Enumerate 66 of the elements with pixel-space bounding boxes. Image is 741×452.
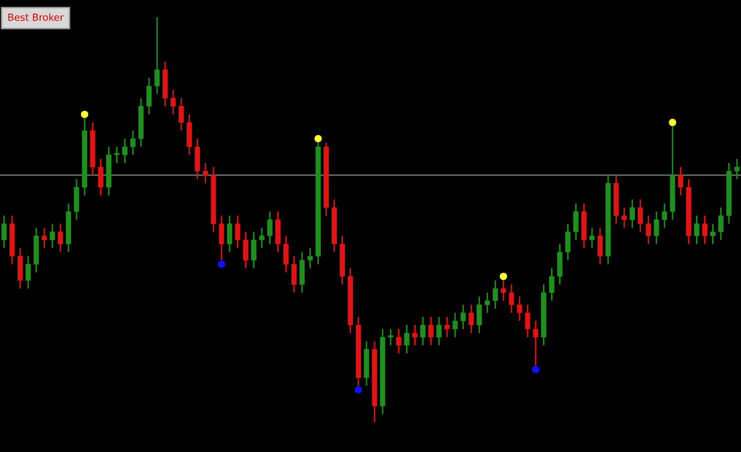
point <box>668 118 676 126</box>
candlestick <box>50 223 55 249</box>
candlestick <box>396 328 402 354</box>
candlestick <box>589 227 595 249</box>
point <box>354 386 362 394</box>
candlestick <box>404 324 410 354</box>
point <box>532 366 540 374</box>
candlestick <box>484 292 490 314</box>
candlestick <box>98 158 104 196</box>
candlestick <box>412 324 418 346</box>
candlestick <box>734 158 740 180</box>
candlestick <box>202 162 208 184</box>
candlestick <box>26 255 31 290</box>
candlestick <box>291 255 297 294</box>
candlestick <box>492 280 498 310</box>
candlestick <box>243 231 248 269</box>
candlestick <box>678 166 684 196</box>
candlestick <box>476 296 482 334</box>
candlestick <box>42 227 47 249</box>
candlestick <box>130 130 136 156</box>
candlestick <box>718 206 724 241</box>
candlestick <box>114 146 120 164</box>
candlestick <box>251 231 256 269</box>
candlestick <box>452 312 458 338</box>
candlestick <box>516 296 522 322</box>
candlestick <box>565 223 570 261</box>
candlestick <box>508 284 514 314</box>
candlestick <box>234 214 240 249</box>
candlestick <box>259 227 264 249</box>
annotation: Best Broker <box>8 13 64 21</box>
candlestick <box>58 223 64 253</box>
point <box>314 134 322 142</box>
candlestick <box>710 223 716 245</box>
candlestick <box>226 214 232 253</box>
point <box>500 272 508 280</box>
candlestick <box>283 235 289 274</box>
candlestick <box>702 214 708 245</box>
candlestick <box>388 328 394 346</box>
candlestick <box>460 304 466 330</box>
candlestick <box>622 206 627 228</box>
candlestick <box>428 316 434 346</box>
candlestick <box>218 214 224 261</box>
candlestick <box>307 247 313 269</box>
candlestick <box>170 89 176 116</box>
candlestick <box>436 316 442 346</box>
point <box>218 260 226 268</box>
candlestick <box>694 214 700 245</box>
candlestick <box>154 16 160 95</box>
point <box>80 110 88 118</box>
candlestick <box>524 304 530 338</box>
candlestick <box>178 97 184 132</box>
candlestick <box>654 210 660 245</box>
candlestick <box>468 304 474 334</box>
candlestick <box>420 316 426 346</box>
candlestick <box>597 227 603 265</box>
candlestick <box>267 210 272 245</box>
candlestick <box>630 198 635 228</box>
candlestick <box>122 138 128 164</box>
candlestick <box>573 202 579 241</box>
candlestick <box>662 202 668 228</box>
candlestick <box>549 268 554 302</box>
candlestick <box>646 214 651 245</box>
candlestick <box>146 77 152 116</box>
candlestick <box>444 316 450 338</box>
candlestick <box>638 198 643 233</box>
candlestick <box>1 214 7 249</box>
